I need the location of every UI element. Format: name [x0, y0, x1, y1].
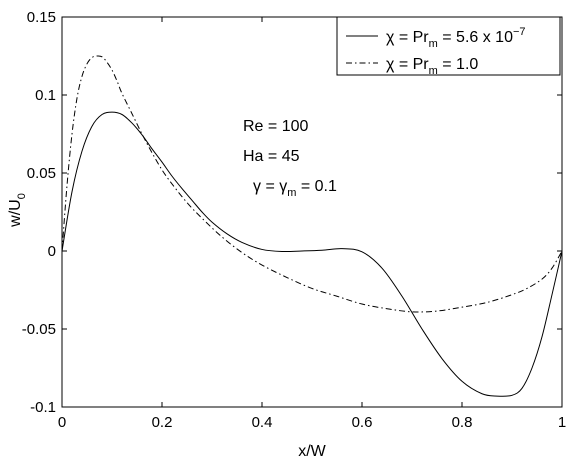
- annotation-gamma: γ = γm = 0.1: [253, 178, 337, 199]
- annotation-ha: Ha = 45: [243, 148, 300, 165]
- legend-label-1-mid: = 1.0: [438, 56, 479, 73]
- x-tick-label: 0.8: [452, 414, 473, 431]
- y-tick-label: -0.05: [22, 321, 56, 338]
- legend-label-0: χ = Prm = 5.6 x 10−7: [386, 26, 526, 50]
- x-axis-title: x/W: [298, 443, 326, 460]
- y-tick-label: 0.05: [27, 165, 56, 182]
- x-tick-label: 1: [558, 414, 566, 431]
- x-tick-label: 0.6: [352, 414, 373, 431]
- x-tick-label: 0: [58, 414, 66, 431]
- ticks-layer: 0 0.2 0.4 0.6 0.8 1 -0.1 -0.05 0 0.05 0.1 0.15: [22, 9, 566, 431]
- legend: χ = Prm = 5.6 x 10−7 χ = Prm = 1.0: [336, 16, 561, 77]
- legend-label-0-sub: m: [429, 38, 438, 50]
- annotation-gamma-sub: m: [287, 187, 296, 199]
- x-tick-label: 0.2: [152, 414, 173, 431]
- legend-label-0-mid: = 5.6 x 10: [438, 29, 513, 46]
- legend-label-0-sup: −7: [513, 26, 526, 38]
- annotation-gamma-lead: γ = γ: [253, 178, 287, 195]
- y-tick-label: 0.1: [35, 87, 56, 104]
- legend-label-1: χ = Prm = 1.0: [386, 56, 478, 77]
- x-tick-label: 0.4: [252, 414, 273, 431]
- series-layer: [61, 55, 563, 397]
- legend-label-1-lead: χ = Pr: [386, 56, 429, 73]
- series-line-0: [61, 111, 563, 397]
- y-axis-title-main: w/U: [7, 199, 24, 228]
- series-line-1: [61, 55, 563, 313]
- legend-label-0-lead: χ = Pr: [386, 29, 429, 46]
- y-axis-title: w/U0: [7, 193, 28, 228]
- y-tick-label: 0.15: [27, 9, 56, 26]
- y-tick-label: 0: [48, 243, 56, 260]
- legend-label-1-sub: m: [429, 65, 438, 77]
- annotation-gamma-tail: = 0.1: [296, 178, 337, 195]
- plot-frame: [61, 16, 563, 408]
- plot-area: [61, 16, 563, 408]
- annotation-re: Re = 100: [243, 118, 308, 135]
- y-axis-title-sub: 0: [16, 193, 28, 199]
- y-tick-label: -0.1: [30, 399, 56, 416]
- legend-box: [336, 16, 561, 76]
